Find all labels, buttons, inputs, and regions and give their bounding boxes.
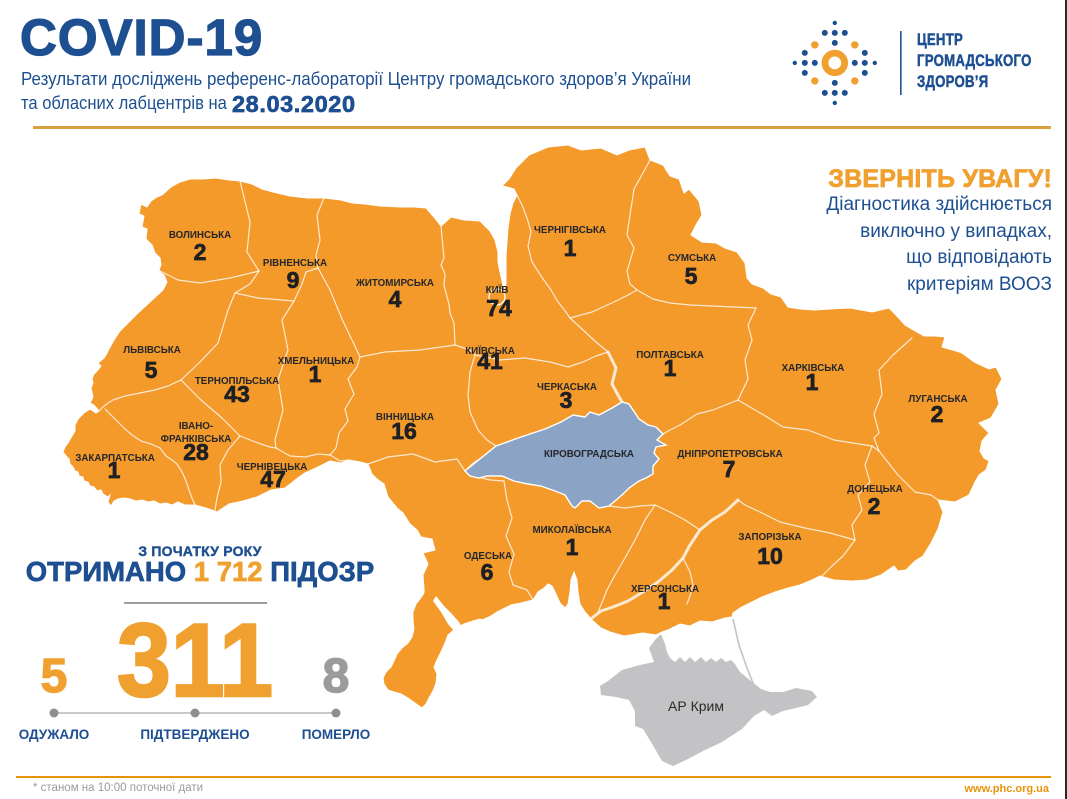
svg-text:4: 4 [389, 286, 402, 312]
svg-text:РІВНЕНСЬКА: РІВНЕНСЬКА [263, 258, 327, 269]
svg-text:КИЇВСЬКА: КИЇВСЬКА [465, 346, 515, 357]
svg-text:1: 1 [664, 355, 677, 381]
svg-text:ДНІПРОПЕТРОВСЬКА: ДНІПРОПЕТРОВСЬКА [677, 449, 782, 460]
svg-text:МИКОЛАЇВСЬКА: МИКОЛАЇВСЬКА [532, 525, 611, 536]
svg-text:10: 10 [757, 543, 783, 569]
svg-text:ЗАКАРПАТСЬКА: ЗАКАРПАТСЬКА [75, 453, 155, 464]
svg-text:47: 47 [260, 466, 286, 492]
svg-text:ЛУГАНСЬКА: ЛУГАНСЬКА [908, 394, 967, 405]
svg-text:ЖИТОМИРСЬКА: ЖИТОМИРСЬКА [355, 278, 434, 289]
svg-text:СУМСЬКА: СУМСЬКА [668, 253, 716, 264]
svg-text:ХМЕЛЬНИЦЬКА: ХМЕЛЬНИЦЬКА [278, 356, 355, 367]
svg-text:5: 5 [685, 263, 698, 289]
svg-text:ПОЛТАВСЬКА: ПОЛТАВСЬКА [636, 350, 704, 361]
svg-text:28: 28 [183, 439, 209, 465]
svg-text:16: 16 [391, 418, 417, 444]
svg-text:ВОЛИНСЬКА: ВОЛИНСЬКА [169, 230, 231, 241]
svg-text:41: 41 [477, 348, 503, 374]
svg-text:9: 9 [287, 267, 300, 293]
svg-text:74: 74 [486, 295, 512, 321]
svg-text:ЧЕРНІГІВСЬКА: ЧЕРНІГІВСЬКА [534, 225, 606, 236]
svg-text:ХЕРСОНСЬКА: ХЕРСОНСЬКА [631, 584, 699, 595]
svg-text:ВІННИЦЬКА: ВІННИЦЬКА [376, 412, 434, 423]
svg-text:6: 6 [481, 559, 494, 585]
svg-text:3: 3 [560, 387, 573, 413]
svg-text:ЛЬВІВСЬКА: ЛЬВІВСЬКА [123, 345, 181, 356]
svg-text:ЧЕРНІВЕЦЬКА: ЧЕРНІВЕЦЬКА [237, 462, 308, 473]
svg-text:5: 5 [145, 357, 158, 383]
svg-text:2: 2 [931, 401, 944, 427]
svg-text:ОДЕСЬКА: ОДЕСЬКА [464, 551, 512, 562]
svg-text:1: 1 [806, 369, 819, 395]
svg-text:ЗАПОРІЗЬКА: ЗАПОРІЗЬКА [738, 532, 801, 543]
svg-text:ІВАНО-: ІВАНО- [179, 421, 213, 432]
svg-text:1: 1 [108, 457, 121, 483]
svg-text:ЧЕРКАСЬКА: ЧЕРКАСЬКА [537, 382, 597, 393]
svg-text:43: 43 [224, 381, 250, 407]
svg-text:1: 1 [658, 588, 671, 614]
svg-text:2: 2 [868, 493, 881, 519]
svg-text:ФРАНКІВСЬКА: ФРАНКІВСЬКА [161, 434, 232, 445]
svg-text:2: 2 [194, 239, 207, 265]
svg-text:КИЇВ: КИЇВ [486, 285, 509, 296]
svg-text:ХАРКІВСЬКА: ХАРКІВСЬКА [782, 363, 845, 374]
svg-text:ТЕРНОПІЛЬСЬКА: ТЕРНОПІЛЬСЬКА [195, 376, 279, 387]
svg-text:1: 1 [566, 534, 579, 560]
svg-text:КІРОВОГРАДСЬКА: КІРОВОГРАДСЬКА [544, 449, 634, 460]
svg-text:7: 7 [723, 456, 736, 482]
svg-text:1: 1 [309, 361, 322, 387]
svg-text:ДОНЕЦЬКА: ДОНЕЦЬКА [847, 484, 902, 495]
svg-text:1: 1 [564, 235, 577, 261]
svg-text:АР Крим: АР Крим [668, 698, 724, 714]
